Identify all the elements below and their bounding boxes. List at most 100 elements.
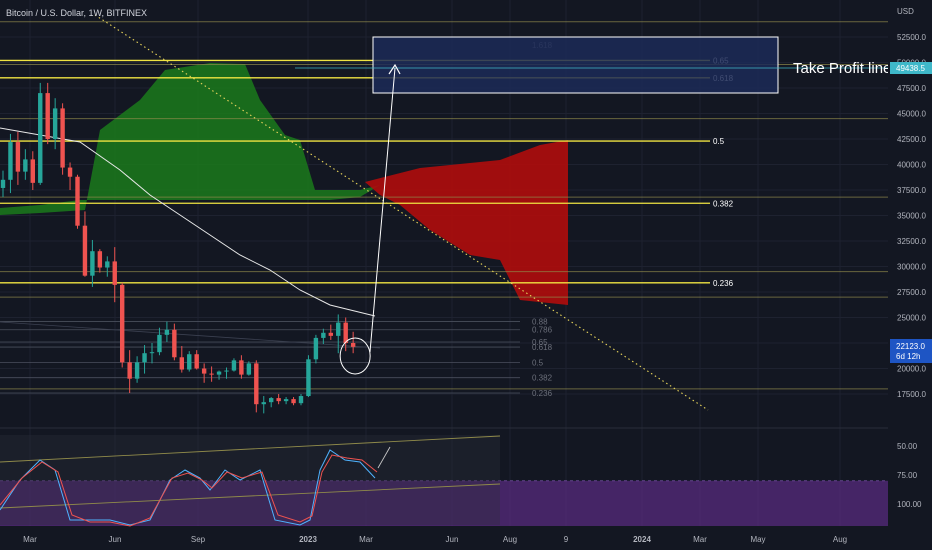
rsi-trend-lower	[0, 483, 501, 509]
candle-body	[90, 251, 95, 276]
candle-body	[105, 261, 110, 268]
projection-arrow	[369, 63, 401, 353]
candle-body	[283, 399, 289, 402]
candle-body	[75, 176, 80, 226]
candlesticks	[0, 82, 371, 414]
projection-arrowhead	[388, 63, 401, 75]
fib-extension-label: 0.618	[532, 343, 553, 352]
countdown-text: 6d 12h	[896, 352, 920, 361]
rsi-d-line	[0, 454, 378, 527]
time-axis-bg	[0, 528, 932, 550]
target-price-text: 49438.5	[896, 64, 925, 73]
price-tick: 47500.0	[897, 84, 926, 93]
ichimoku-cloud	[0, 63, 568, 305]
fib-extension-label: 0.65	[532, 338, 548, 347]
price-tick: 32500.0	[897, 237, 926, 246]
candle-body	[112, 261, 117, 285]
time-tick: May	[750, 535, 765, 544]
take-profit-zone[interactable]: Take Profit line	[295, 36, 891, 94]
time-tick: Sep	[191, 535, 206, 544]
candle-body	[321, 332, 326, 338]
fib-extension-label: 0.382	[532, 374, 553, 383]
currency-label: USD	[897, 7, 914, 16]
candle-body	[127, 362, 132, 379]
price-tick: 17500.0	[897, 390, 926, 399]
candle-body	[291, 399, 296, 404]
time-tick: Aug	[503, 535, 517, 544]
candle-body	[52, 108, 58, 139]
chart-title: Bitcoin / U.S. Dollar, 1W, BITFINEX	[6, 8, 148, 18]
fib-extension-label: 0.786	[532, 326, 553, 335]
dotted-trendline	[94, 14, 709, 411]
price-tick: 20000.0	[897, 365, 926, 374]
rsi-channel-zone	[0, 435, 500, 525]
price-tick: 42500.0	[897, 135, 926, 144]
candle-body	[0, 179, 6, 188]
time-tick: Jun	[446, 535, 459, 544]
candle-body	[194, 354, 199, 369]
price-tick: 40000.0	[897, 161, 926, 170]
candle-body	[60, 108, 65, 168]
candle-body	[269, 398, 274, 403]
candle-body	[142, 353, 147, 363]
fib-extension-label: 0.88	[532, 318, 548, 327]
time-tick: 9	[564, 535, 569, 544]
candle-body	[30, 159, 35, 183]
price-tick: 35000.0	[897, 212, 926, 221]
candle-body	[336, 322, 341, 336]
time-tick: Jun	[109, 535, 122, 544]
rsi-tick: 50.00	[897, 442, 918, 451]
candle-body	[187, 354, 192, 370]
axis-bg	[888, 0, 932, 550]
current-price-text: 22123.0	[896, 342, 925, 351]
candle-body	[343, 322, 348, 343]
highlight-circle	[339, 337, 371, 375]
fib-extension-label: 0.5	[532, 358, 544, 367]
candle-body	[38, 93, 43, 183]
candle-body	[209, 373, 214, 375]
price-tick: 45000.0	[897, 110, 926, 119]
candle-body	[82, 225, 88, 276]
time-tick: Mar	[693, 535, 707, 544]
rsi-tick: 100.00	[897, 500, 922, 509]
candle-body	[179, 357, 184, 370]
candle-body	[45, 93, 50, 139]
take-profit-label: Take Profit line	[793, 60, 891, 77]
candle-body	[67, 167, 73, 177]
cloud-bullish	[0, 63, 380, 215]
time-tick: 2023	[299, 535, 317, 544]
time-tick: Aug	[833, 535, 847, 544]
candle-body	[254, 363, 259, 405]
rsi-projection	[377, 446, 391, 469]
candle-body	[276, 398, 281, 402]
time-axis: Mar Jun Sep 2023 Mar Jun Aug 9 2024 Mar May Aug	[0, 528, 932, 550]
candle-body	[15, 142, 21, 172]
fib-level-label: 0.5	[713, 137, 725, 146]
candle-body	[350, 343, 356, 347]
candle-body	[216, 371, 222, 375]
candle-body	[261, 402, 266, 405]
candle-body	[23, 159, 28, 172]
stoch-rsi-panel	[0, 427, 932, 527]
moving-average	[0, 127, 376, 317]
cloud-bearish	[365, 140, 568, 305]
candle-body	[224, 370, 229, 372]
rsi-k-line	[0, 449, 376, 526]
price-tick: 25000.0	[897, 314, 926, 323]
target-price-badge	[890, 62, 932, 74]
ma-line	[0, 127, 376, 317]
rsi-trend-upper	[0, 435, 501, 463]
take-profit-box	[372, 36, 779, 94]
candle-body	[149, 352, 155, 354]
candle-body	[246, 363, 252, 375]
candle-body	[313, 337, 319, 360]
candle-body	[201, 368, 207, 374]
price-tick: 30000.0	[897, 263, 926, 272]
candle-body	[157, 334, 162, 353]
price-axis: 52500.050000.047500.045000.042500.040000…	[888, 0, 932, 550]
candle-body	[306, 359, 311, 397]
fib-level-label: 0.382	[713, 199, 734, 208]
candle-body	[97, 251, 103, 268]
candle-body	[8, 142, 13, 180]
